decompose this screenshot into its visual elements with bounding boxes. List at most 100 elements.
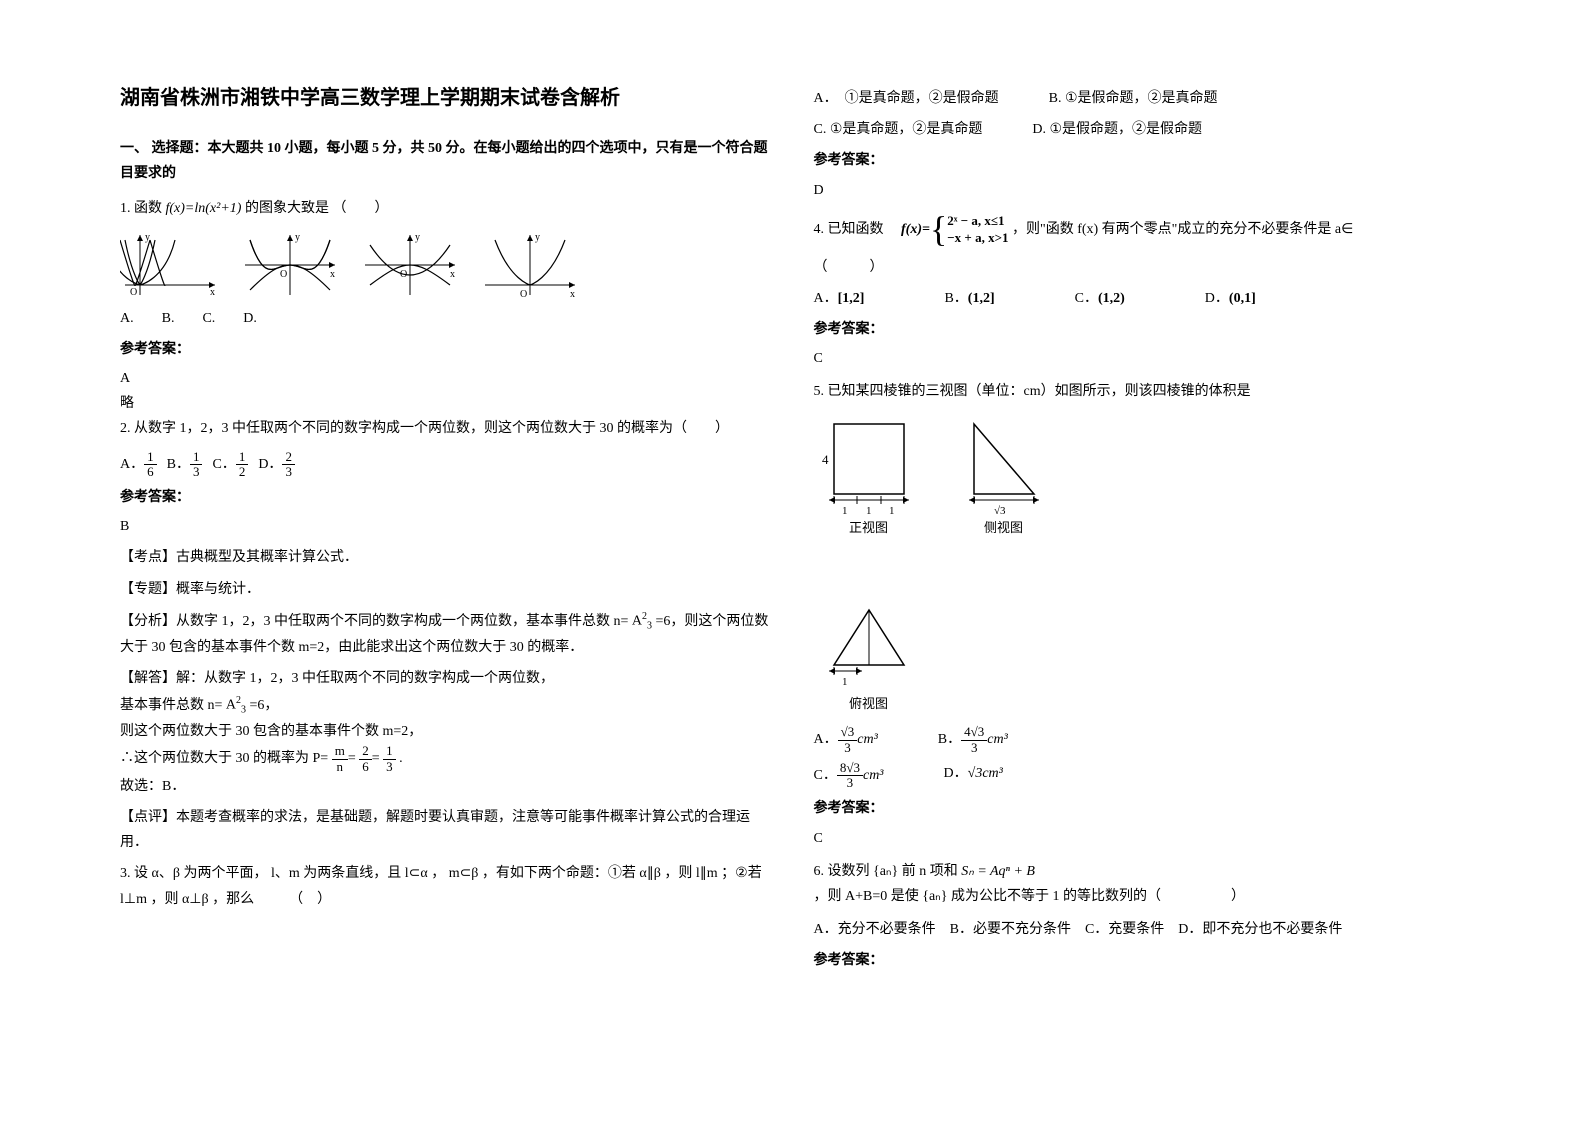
dim-a1: 1 xyxy=(842,505,848,514)
q5-lc: C． xyxy=(814,768,837,783)
q4-vb: (1,2] xyxy=(968,291,995,306)
q5b-suf: cm³ xyxy=(987,732,1008,747)
q2c-den: 2 xyxy=(236,465,249,479)
chain-d: 6 xyxy=(359,760,372,774)
q2-j4-post: . xyxy=(399,751,403,766)
q5-options-1: A．√33cm³ B．4√33cm³ xyxy=(814,725,1468,755)
q2-opt-b: B． xyxy=(167,457,190,472)
chain-b: n xyxy=(334,760,347,774)
q2-answer: B xyxy=(120,514,774,539)
question-3: 3. 设 α、β 为两个平面， l、m 为两条直线，且 l⊂α ， m⊂β ，有… xyxy=(120,861,774,911)
svg-text:x: x xyxy=(450,269,455,280)
q1-formula: f(x)=ln(x²+1) xyxy=(166,201,242,216)
q5a-suf: cm³ xyxy=(857,732,878,747)
q5b-n: 4√3 xyxy=(961,725,987,740)
answer-label-5: 参考答案： xyxy=(814,796,1468,821)
q2b-num: 1 xyxy=(190,450,203,465)
q1-graphs: Oxy Oxy Oxy Oxy xyxy=(120,230,774,300)
q4-lb: B． xyxy=(944,291,967,306)
q4-va: [1,2] xyxy=(838,291,865,306)
q5-answer: C xyxy=(814,826,1468,851)
q4-vd: (0,1] xyxy=(1229,291,1256,306)
perm-b2: 3 xyxy=(241,704,246,715)
svg-text:O: O xyxy=(130,287,137,298)
dim-a2: 1 xyxy=(866,505,872,514)
question-4: 4. 已知函数 f(x)= { 2ˣ − a, x≤1 −x + a, x>1 … xyxy=(814,213,1468,247)
q5a-d: 3 xyxy=(841,741,854,755)
q2-jieda-2: 基本事件总数 n= A23 =6， xyxy=(120,692,774,719)
dim-h: 4 xyxy=(822,452,829,467)
q5c-d: 3 xyxy=(844,776,857,790)
q2a-den: 6 xyxy=(144,465,157,479)
q5-ld: D． xyxy=(944,766,968,781)
front-label: 正视图 xyxy=(849,516,888,539)
q1-option-letters: A. B. C. D. xyxy=(120,306,774,331)
q2a-num: 1 xyxy=(144,450,157,465)
chain-f: 3 xyxy=(383,760,396,774)
answer-label-3: 参考答案： xyxy=(814,148,1468,173)
question-2: 2. 从数字 1，2，3 中任取两个不同的数字构成一个两位数，则这个两位数大于 … xyxy=(120,416,774,441)
svg-text:y: y xyxy=(535,232,540,243)
answer-label-4: 参考答案： xyxy=(814,317,1468,342)
q6-options: A．充分不必要条件 B．必要不充分条件 C．充要条件 D．即不充分也不必要条件 xyxy=(814,917,1468,942)
q3-answer: D xyxy=(814,178,1468,203)
q2c-num: 1 xyxy=(236,450,249,465)
graph-b: Oxy xyxy=(240,230,340,300)
q5-lb: B． xyxy=(938,732,961,747)
top-view-svg: 1 xyxy=(814,600,924,690)
q5d-v: √3cm³ xyxy=(968,766,1003,781)
question-1: 1. 函数 f(x)=ln(x²+1) 的图象大致是 （ ） xyxy=(120,196,774,221)
piecewise-fx: f(x)= { 2ˣ − a, x≤1 −x + a, x>1 xyxy=(901,213,1008,247)
q4-options: A．[1,2] B．(1,2] C．(1,2) D．(0,1] xyxy=(814,286,1468,311)
svg-text:x: x xyxy=(330,269,335,280)
front-view: 4 1 1 1 正视图 xyxy=(814,414,924,539)
answer-label-6: 参考答案： xyxy=(814,948,1468,973)
perm-a1: A xyxy=(632,614,642,629)
q4-answer: C xyxy=(814,346,1468,371)
graph-d: Oxy xyxy=(480,230,580,300)
q3-opt-b: B. ①是假命题，②是真命题 xyxy=(1049,86,1218,111)
q2-fenxi-pre: 【分析】从数字 1，2，3 中任取两个不同的数字构成一个两位数，基本事件总数 n… xyxy=(120,614,628,629)
svg-text:x: x xyxy=(210,287,215,298)
q5c-suf: cm³ xyxy=(863,768,884,783)
q2-j2-pre: 基本事件总数 n= xyxy=(120,698,222,713)
svg-text:O: O xyxy=(280,269,287,280)
three-views: 4 1 1 1 正视图 √3 xyxy=(814,414,1468,715)
graph-a: Oxy xyxy=(120,230,220,300)
page-title: 湖南省株洲市湘铁中学高三数学理上学期期末试卷含解析 xyxy=(120,80,774,116)
perm-b1: 3 xyxy=(647,620,652,631)
side-view: √3 侧视图 xyxy=(954,414,1054,539)
q2-dianping: 【点评】本题考查概率的求法，是基础题，解题时要认真审题，注意等可能事件概率计算公… xyxy=(120,805,774,855)
q1-stem-pre: 1. 函数 xyxy=(120,201,162,216)
answer-label-2: 参考答案： xyxy=(120,485,774,510)
q2-j2-post: =6， xyxy=(250,698,279,713)
q1-stem-post: 的图象大致是 （ ） xyxy=(245,201,389,216)
chain-c: 2 xyxy=(359,744,372,759)
side-view-svg: √3 xyxy=(954,414,1054,514)
q2-jieda-1: 【解答】解：从数字 1，2，3 中任取两个不同的数字构成一个两位数， xyxy=(120,666,774,691)
perm-a2: A xyxy=(226,697,236,712)
q2-opt-a: A． xyxy=(120,457,144,472)
q4-lc: C． xyxy=(1075,291,1098,306)
question-5: 5. 已知某四棱锥的三视图（单位：cm）如图所示，则该四棱锥的体积是 xyxy=(814,379,1468,404)
q1-answer: A xyxy=(120,366,774,391)
chain-a: m xyxy=(332,744,348,759)
q2-zhuanti: 【专题】概率与统计． xyxy=(120,577,774,602)
q3-options-row1: A． ①是真命题，②是假命题 B. ①是假命题，②是真命题 xyxy=(814,86,1468,111)
q2-jieda-3: 则这个两位数大于 30 包含的基本事件个数 m=2， xyxy=(120,719,774,744)
q2-j4-pre: ∴这个两位数大于 30 的概率为 P= xyxy=(120,751,328,766)
q5-options-2: C．8√33cm³ D．√3cm³ xyxy=(814,761,1468,791)
q2-kaodian: 【考点】古典概型及其概率计算公式． xyxy=(120,545,774,570)
q2-fenxi: 【分析】从数字 1，2，3 中任取两个不同的数字构成一个两位数，基本事件总数 n… xyxy=(120,608,774,661)
q4-pre: 4. 已知函数 xyxy=(814,222,898,237)
q2-jieda-4: ∴这个两位数大于 30 的概率为 P= mn= 26= 13 . xyxy=(120,744,774,774)
svg-text:O: O xyxy=(520,289,527,300)
q6-post: ，则 A+B=0 是使 {aₙ} 成为公比不等于 1 的等比数列的（ ） xyxy=(814,889,1245,904)
q5b-d: 3 xyxy=(968,741,981,755)
question-6: 6. 设数列 {aₙ} 前 n 项和 Sₙ = Aqⁿ + B ，则 A+B=0… xyxy=(814,859,1468,909)
section-1-header: 一、 选择题：本大题共 10 小题，每小题 5 分，共 50 分。在每小题给出的… xyxy=(120,136,774,186)
q4-mid: ，则"函数 f(x) 有两个零点"成立的充分不必要条件是 a∈ xyxy=(1012,222,1353,237)
q6-formula: Sₙ = Aqⁿ + B xyxy=(961,864,1035,879)
q1-note: 略 xyxy=(120,391,774,416)
fx-label: f(x)= xyxy=(901,222,930,237)
